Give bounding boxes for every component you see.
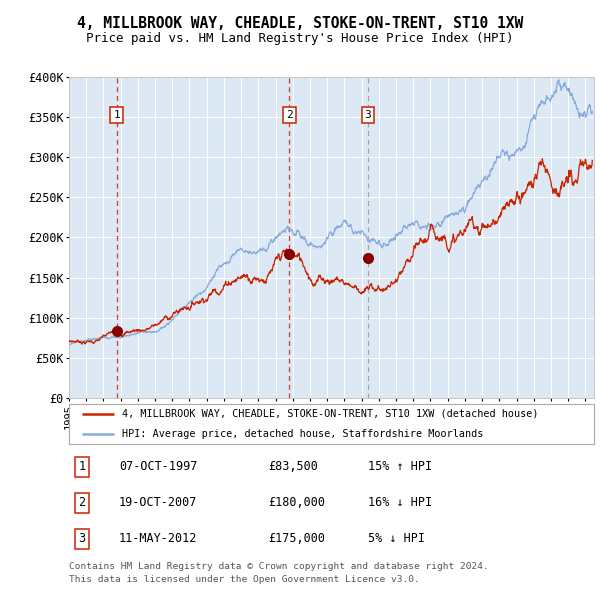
- Text: 2: 2: [79, 496, 86, 510]
- Text: 3: 3: [365, 110, 371, 120]
- Text: 07-OCT-1997: 07-OCT-1997: [119, 460, 197, 473]
- Text: 1: 1: [113, 110, 120, 120]
- Text: 5% ↓ HPI: 5% ↓ HPI: [368, 533, 425, 546]
- Text: 19-OCT-2007: 19-OCT-2007: [119, 496, 197, 510]
- Text: £83,500: £83,500: [269, 460, 319, 473]
- Text: Price paid vs. HM Land Registry's House Price Index (HPI): Price paid vs. HM Land Registry's House …: [86, 32, 514, 45]
- Text: 11-MAY-2012: 11-MAY-2012: [119, 533, 197, 546]
- Text: 15% ↑ HPI: 15% ↑ HPI: [368, 460, 433, 473]
- Text: 3: 3: [79, 533, 86, 546]
- Text: 16% ↓ HPI: 16% ↓ HPI: [368, 496, 433, 510]
- Text: £180,000: £180,000: [269, 496, 325, 510]
- Text: HPI: Average price, detached house, Staffordshire Moorlands: HPI: Average price, detached house, Staf…: [121, 429, 483, 439]
- Text: Contains HM Land Registry data © Crown copyright and database right 2024.: Contains HM Land Registry data © Crown c…: [69, 562, 489, 571]
- Text: 1: 1: [79, 460, 86, 473]
- Text: 4, MILLBROOK WAY, CHEADLE, STOKE-ON-TRENT, ST10 1XW (detached house): 4, MILLBROOK WAY, CHEADLE, STOKE-ON-TREN…: [121, 409, 538, 419]
- Text: £175,000: £175,000: [269, 533, 325, 546]
- Text: This data is licensed under the Open Government Licence v3.0.: This data is licensed under the Open Gov…: [69, 575, 420, 584]
- Text: 4, MILLBROOK WAY, CHEADLE, STOKE-ON-TRENT, ST10 1XW: 4, MILLBROOK WAY, CHEADLE, STOKE-ON-TREN…: [77, 16, 523, 31]
- Text: 2: 2: [286, 110, 293, 120]
